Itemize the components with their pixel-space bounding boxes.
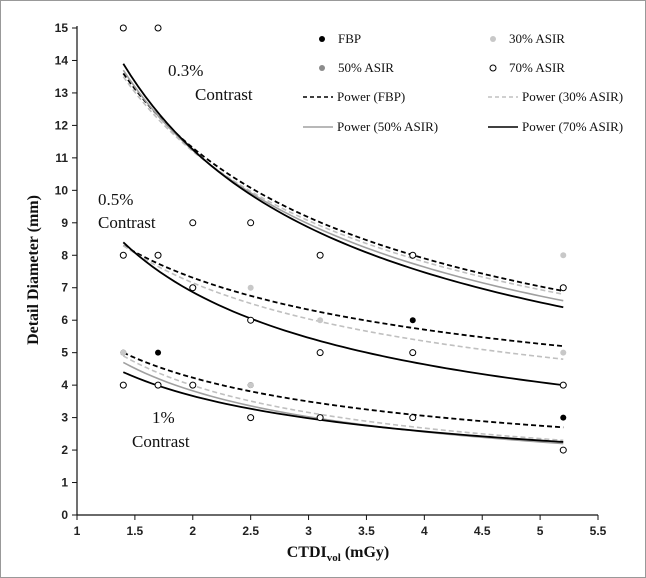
data-points-group <box>119 24 567 454</box>
y-tick-label: 4 <box>61 378 68 392</box>
annotation-line1: 0.3% <box>168 61 203 80</box>
y-tick-label: 15 <box>55 21 69 35</box>
y-tick-label: 6 <box>61 313 68 327</box>
y-tick-label: 0 <box>61 508 68 522</box>
curve-power-30-asir-0-5pct <box>122 244 564 360</box>
point-70-asir <box>119 251 127 259</box>
point-30-asir <box>247 382 254 389</box>
point-30-asir <box>317 317 324 324</box>
curve-power-30-asir-1pct <box>122 355 564 442</box>
legend-label-30-asir: 30% ASIR <box>509 31 565 46</box>
y-tick-label: 11 <box>55 151 68 165</box>
point-70-asir <box>247 316 255 324</box>
curve-power-fbp-0-3pct <box>122 72 564 292</box>
point-70-asir <box>559 284 567 292</box>
point-70-asir <box>316 414 324 422</box>
y-tick-label: 9 <box>61 216 68 230</box>
y-tick-label: 8 <box>61 248 68 262</box>
legend: FBP 30% ASIR 50% ASIR 70% ASIR Power (FBP) Po… <box>303 31 623 134</box>
point-70-asir <box>189 219 197 227</box>
point-fbp <box>409 317 416 324</box>
y-tick-label: 13 <box>55 86 69 100</box>
trend-curves-group <box>122 63 564 445</box>
legend-label-power-70-asir: Power (70% ASIR) <box>522 119 623 134</box>
y-axis-title: Detail Diameter (mm) <box>25 195 42 345</box>
point-70-asir <box>119 24 127 32</box>
point-fbp <box>155 349 162 356</box>
x-tick-label: 1.5 <box>127 524 144 538</box>
curve-power-70-asir-0-3pct <box>122 63 564 309</box>
point-70-asir <box>119 381 127 389</box>
point-70-asir <box>316 251 324 259</box>
x-axis-title-subscript: vol <box>327 552 341 564</box>
x-axis-title-unit: (mGy) <box>341 544 389 561</box>
annotations-group: 0.3% Contrast 0.5% Contrast 1% Contrast <box>98 61 253 451</box>
y-tick-label: 5 <box>61 346 68 360</box>
annotation-line1: 1% <box>152 408 175 427</box>
point-fbp <box>560 414 567 421</box>
x-tick-label: 1 <box>74 524 81 538</box>
y-tick-label: 1 <box>61 476 68 490</box>
point-70-asir <box>559 446 567 454</box>
x-tick-label: 4.5 <box>474 524 491 538</box>
y-tick-label: 2 <box>61 443 68 457</box>
annotation-line1: 0.5% <box>98 190 133 209</box>
legend-marker-30-asir <box>490 36 496 42</box>
point-70-asir <box>559 381 567 389</box>
legend-label-70-asir: 70% ASIR <box>509 60 565 75</box>
x-axis-title: CTDIvol (mGy) <box>287 544 390 564</box>
curve-power-fbp-1pct <box>122 351 564 429</box>
y-tick-label: 10 <box>55 183 69 197</box>
curve-power-fbp-0-5pct <box>122 244 564 348</box>
point-70-asir <box>409 349 417 357</box>
y-tick-label: 3 <box>61 411 68 425</box>
point-70-asir <box>247 219 255 227</box>
point-70-asir <box>154 251 162 259</box>
point-70-asir <box>409 251 417 259</box>
point-70-asir <box>154 381 162 389</box>
x-tick-label: 3.5 <box>358 524 375 538</box>
legend-marker-50-asir <box>319 65 325 71</box>
x-axis-title-main: CTDI <box>287 544 327 561</box>
annotation-line2: Contrast <box>195 85 253 104</box>
point-70-asir <box>189 284 197 292</box>
y-tick-label: 12 <box>55 118 69 132</box>
point-70-asir <box>247 414 255 422</box>
legend-marker-70-asir <box>489 64 497 72</box>
x-tick-label: 3 <box>305 524 312 538</box>
x-tick-label: 4 <box>421 524 428 538</box>
x-tick-label: 5.5 <box>590 524 607 538</box>
annotation-line2: Contrast <box>132 432 190 451</box>
point-30-asir <box>120 349 127 356</box>
point-70-asir <box>154 24 162 32</box>
annotation-line2: Contrast <box>98 213 156 232</box>
legend-marker-fbp <box>319 36 325 42</box>
curve-power-70-asir-0-5pct <box>122 241 564 387</box>
legend-label-power-50-asir: Power (50% ASIR) <box>337 119 438 134</box>
y-tick-label: 7 <box>61 281 68 295</box>
y-tick-label: 14 <box>55 53 69 67</box>
point-70-asir <box>409 414 417 422</box>
legend-label-power-fbp: Power (FBP) <box>337 89 405 104</box>
legend-label-power-30-asir: Power (30% ASIR) <box>522 89 623 104</box>
x-tick-label: 2.5 <box>242 524 259 538</box>
curve-power-70-asir-1pct <box>122 371 564 443</box>
point-30-asir <box>247 284 254 291</box>
point-30-asir <box>560 252 567 259</box>
x-tick-label: 2 <box>189 524 196 538</box>
legend-label-fbp: FBP <box>338 31 361 46</box>
point-30-asir <box>560 349 567 356</box>
x-tick-label: 5 <box>537 524 544 538</box>
point-70-asir <box>316 349 324 357</box>
point-70-asir <box>189 381 197 389</box>
legend-label-50-asir: 50% ASIR <box>338 60 394 75</box>
